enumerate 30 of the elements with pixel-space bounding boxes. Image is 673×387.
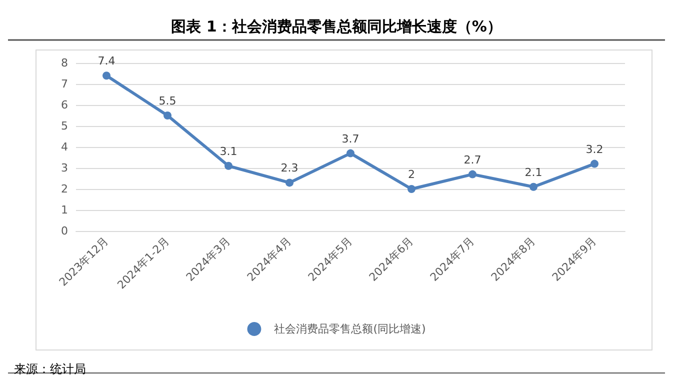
point [346, 149, 354, 158]
point [164, 112, 172, 120]
data-label: 3.1 [220, 144, 238, 158]
point [224, 162, 232, 170]
data-label: 2.1 [524, 166, 542, 179]
legend-label: 社会消费品零售总额(同比增速) [274, 322, 426, 336]
point [530, 182, 538, 191]
y-tick-label: 0 [61, 224, 68, 238]
y-tick-label: 5 [61, 120, 68, 132]
point [286, 178, 294, 187]
y-tick-label: 8 [61, 56, 68, 70]
data-label: 5.5 [158, 94, 176, 108]
y-tick-label: 6 [61, 98, 68, 112]
data-label: 7.4 [98, 54, 116, 68]
data-label: 2.3 [280, 162, 298, 175]
y-tick-label: 4 [61, 140, 68, 154]
y-tick-label: 1 [61, 204, 68, 216]
data-label: 2 [408, 168, 415, 181]
data-label: 3.2 [586, 142, 604, 156]
point [408, 185, 416, 193]
point [468, 170, 476, 178]
y-tick-label: 3 [61, 162, 68, 174]
data-label: 3.7 [342, 132, 360, 146]
data-label: 2.7 [464, 153, 482, 166]
source-note: 来源：统计局 [14, 362, 86, 376]
chart-title: 图表 1：社会消费品零售总额同比增长速度（%） [171, 18, 502, 36]
point [102, 72, 110, 80]
y-tick-label: 7 [61, 78, 68, 90]
y-tick-label: 2 [61, 182, 68, 196]
point [590, 160, 598, 168]
